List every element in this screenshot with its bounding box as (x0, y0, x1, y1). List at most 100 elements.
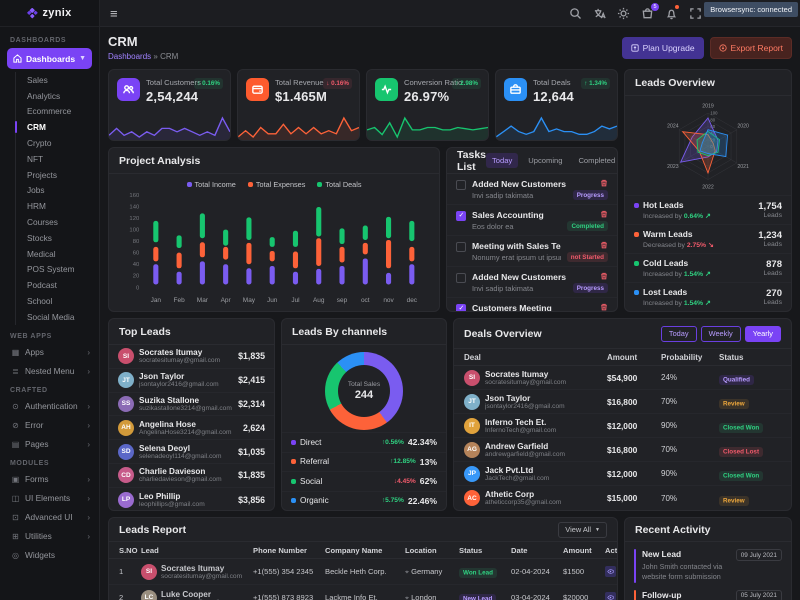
brand-logo[interactable]: zynix (0, 0, 99, 27)
sidebar-subitem[interactable]: School (16, 293, 99, 309)
sidebar-group-item[interactable]: ⊙ Authentication › (0, 397, 99, 416)
task-row: Added New Customers Invi sadip takimata … (447, 174, 617, 205)
deals-sparkline (496, 116, 617, 140)
svg-text:oct: oct (361, 297, 370, 304)
sidebar-group-item[interactable]: ▤ Pages › (0, 435, 99, 454)
sidebar-subitem[interactable]: Stocks (16, 230, 99, 246)
sidebar-subitem[interactable]: CRM (15, 119, 99, 135)
sidebar-subitem[interactable]: Social Media (16, 309, 99, 325)
deal-status-badge: Review (719, 399, 749, 409)
export-report-button[interactable]: Export Report (709, 36, 792, 59)
sidebar-subitem-label: Crypto (27, 138, 52, 149)
lead-amount: $2,314 (238, 398, 265, 409)
lead-amount: $2,415 (238, 375, 265, 386)
sidebar-subitem[interactable]: Courses (16, 214, 99, 230)
activity-date-badge: 09 July 2021 (735, 549, 782, 561)
sidebar-subitem[interactable]: Podcast (16, 277, 99, 293)
lead-trend-text: Decreased by 2.75% ↘ (643, 242, 714, 249)
sidebar-subitem[interactable]: Projects (16, 167, 99, 183)
plan-upgrade-button[interactable]: Plan Upgrade (621, 36, 704, 59)
search-icon[interactable] (569, 7, 582, 20)
cart-icon[interactable]: 5 (641, 2, 659, 20)
svg-text:160: 160 (129, 193, 140, 199)
view-all-button[interactable]: View All ▼ (558, 521, 607, 538)
lead-email: charliedavieson@gmail.com (139, 476, 222, 484)
tasks-tab[interactable]: Completed (578, 156, 616, 165)
sidebar-subitem[interactable]: NFT (16, 151, 99, 167)
sidebar-group-item[interactable]: ◎ Widgets (0, 546, 99, 565)
sidebar-subitem[interactable]: Sales (16, 72, 99, 88)
view-button[interactable] (605, 592, 616, 600)
svg-text:20: 20 (710, 137, 715, 142)
top-leads-list: SI Socrates Itumay socratesitumay@gmail.… (109, 345, 274, 510)
sidebar-subitem[interactable]: Analytics (16, 88, 99, 104)
leads-report-header: S.NO Lead Phone Number Company Name Loca… (109, 542, 617, 559)
channel-dot (291, 459, 296, 465)
deal-amount: $16,800 (607, 396, 638, 407)
sidebar-group: CRAFTED ⊙ Authentication › ⊘ (0, 381, 99, 454)
tasks-tab[interactable]: Upcoming (528, 156, 563, 165)
series-dot (634, 260, 639, 266)
stat-value: 2,54,244 (146, 89, 199, 104)
wallet-icon (246, 78, 269, 101)
language-icon[interactable] (593, 7, 606, 20)
avatar: SD (118, 443, 134, 460)
sidebar-subitem-label: NFT (27, 153, 44, 164)
sidebar-subitem[interactable]: POS System (16, 262, 99, 278)
sidebar-subitem-label: POS System (27, 264, 75, 275)
channel-row: Referral ↑12.85% 13% (282, 451, 446, 472)
trash-icon[interactable] (600, 272, 608, 280)
sidebar-group-item[interactable]: ▦ Apps › (0, 343, 99, 362)
sidebar-subitem[interactable]: Ecommerce (16, 104, 99, 120)
theme-sun-icon[interactable] (617, 7, 630, 20)
tasks-tab[interactable]: Today (486, 153, 519, 168)
sidebar-subitem[interactable]: Jobs (16, 183, 99, 199)
stat-delta-badge: ↑ 1.34% (581, 78, 610, 89)
sidebar-item-dashboards[interactable]: Dashboards ▼ (7, 48, 92, 69)
sidebar-subitem[interactable]: Crypto (16, 135, 99, 151)
fullscreen-icon[interactable] (689, 7, 702, 20)
lead-amount: $1500 (563, 567, 585, 576)
stat-value: 26.97% (404, 89, 450, 104)
sidebar-group-item[interactable]: ▣ Forms › (0, 470, 99, 489)
sidebar-item-label: Dashboards (25, 53, 76, 64)
hamburger-menu-icon[interactable]: ≡ (110, 5, 118, 21)
deals-filter-button[interactable]: Yearly (744, 325, 781, 342)
task-checkbox[interactable] (456, 180, 466, 190)
sidebar-group-item[interactable]: ⊘ Error › (0, 416, 99, 435)
task-checkbox[interactable] (456, 304, 466, 311)
svg-text:Jan: Jan (151, 297, 162, 304)
recent-activity-card: Recent Activity New Lead John Smith cont… (624, 517, 792, 600)
task-status-badge: Progress (572, 283, 608, 293)
deals-filter-button[interactable]: Weekly (700, 325, 741, 342)
sidebar-subitem[interactable]: Medical (16, 246, 99, 262)
lead-amount: $1,835 (238, 470, 265, 481)
stat-card-customers: Total Customers 2,54,244 ↑ 0.16% (108, 69, 231, 141)
task-checkbox[interactable] (456, 242, 466, 252)
breadcrumb-root[interactable]: Dashboards (108, 52, 152, 61)
notifications-bell-icon[interactable] (665, 4, 679, 20)
trash-icon[interactable] (600, 241, 608, 249)
trash-icon[interactable] (600, 210, 608, 218)
trash-icon[interactable] (600, 303, 608, 311)
sidebar-group-item[interactable]: ⊡ Advanced UI › (0, 508, 99, 527)
view-button[interactable] (605, 566, 616, 577)
task-checkbox[interactable] (456, 211, 466, 221)
deals-filter-button[interactable]: Today (660, 325, 697, 342)
series-dot (634, 231, 639, 237)
deal-name: Inferno Tech Et. (485, 417, 547, 427)
trash-icon[interactable] (600, 179, 608, 187)
legend-label: Total Income (194, 180, 236, 189)
sidebar-group-item[interactable]: ≣ Nested Menu › (0, 362, 99, 381)
sidebar-subitem[interactable]: HRM (16, 198, 99, 214)
deal-status-badge: Qualified (719, 375, 754, 385)
lead-count: 878 (766, 259, 782, 270)
sidebar-group-item[interactable]: ⊞ Utilities › (0, 527, 99, 546)
task-checkbox[interactable] (456, 273, 466, 283)
chevron-right-icon: › (87, 512, 90, 522)
channel-dot (291, 439, 296, 445)
project-analysis-chart: 0 20 40 60 80 100 120 140 160 Jan Feb Mar Apr May Jun J… (129, 193, 417, 304)
task-row: Customers Meeting Sed labore ut sed comp… (447, 298, 617, 311)
svg-text:May: May (243, 297, 256, 304)
sidebar-group-item[interactable]: ◫ UI Elements › (0, 489, 99, 508)
